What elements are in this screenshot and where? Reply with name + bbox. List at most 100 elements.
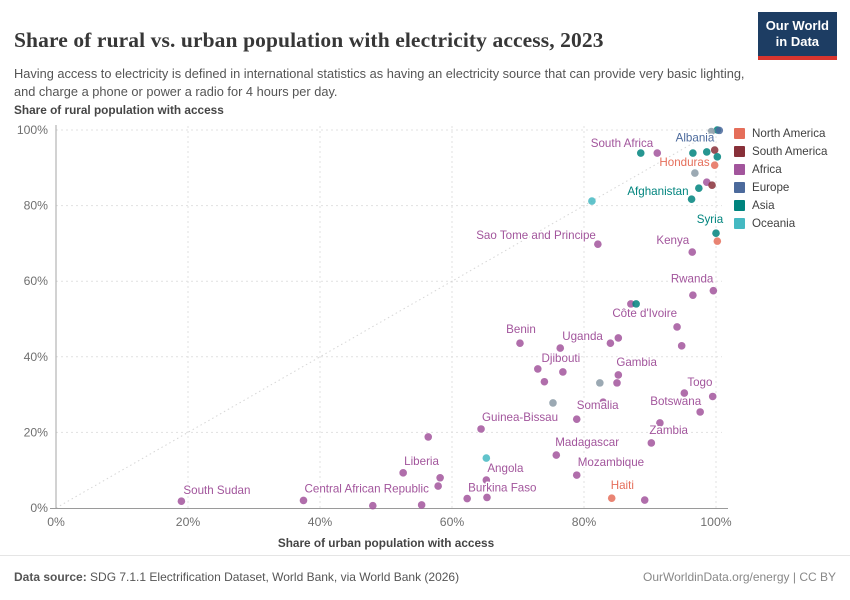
legend-item-europe[interactable]: Europe <box>734 181 827 194</box>
country-label: Haiti <box>611 479 634 492</box>
data-point[interactable] <box>689 149 697 157</box>
footer-link[interactable]: OurWorldinData.org/energy | CC BY <box>643 570 836 584</box>
data-point-djibouti[interactable] <box>559 368 567 376</box>
data-point-togo[interactable] <box>680 389 689 397</box>
data-point[interactable] <box>627 300 635 308</box>
country-label: Liberia <box>404 455 439 468</box>
data-point[interactable] <box>713 237 722 245</box>
data-point-mozambique[interactable] <box>572 471 581 479</box>
data-source: Data source: SDG 7.1.1 Electrification D… <box>14 570 459 584</box>
data-point[interactable] <box>507 465 516 473</box>
data-point-sao-tome-and-principe[interactable] <box>594 240 602 248</box>
data-point-guinea-bissau[interactable] <box>477 425 485 433</box>
footer: Data source: SDG 7.1.1 Electrification D… <box>0 555 850 600</box>
x-tick-label: 40% <box>308 515 333 529</box>
data-point[interactable] <box>599 398 607 406</box>
data-point-rwanda[interactable] <box>709 286 718 295</box>
data-point-botswana[interactable] <box>696 408 704 416</box>
data-point[interactable] <box>483 493 491 502</box>
data-point-albania[interactable] <box>715 126 724 135</box>
country-label: Mozambique <box>578 456 644 469</box>
data-point-zambia[interactable] <box>647 439 656 447</box>
data-point[interactable] <box>708 181 716 189</box>
data-point-afghanistan[interactable] <box>687 195 696 203</box>
data-point-syria[interactable] <box>712 229 720 237</box>
data-point[interactable] <box>632 300 640 308</box>
data-point[interactable] <box>606 339 615 347</box>
owid-logo-line1: Our World <box>765 18 829 33</box>
chart-subtitle: Having access to electricity is defined … <box>14 65 745 100</box>
data-point[interactable] <box>695 184 703 193</box>
y-axis-title: Share of rural population with access <box>14 103 224 117</box>
legend-label: Oceania <box>752 217 796 230</box>
data-point[interactable] <box>702 148 711 156</box>
country-label: Angola <box>487 462 524 475</box>
country-label: Central African Republic <box>305 482 430 495</box>
data-point[interactable] <box>677 342 686 350</box>
data-point-c-te-d-ivoire[interactable] <box>673 323 681 331</box>
legend-swatch <box>734 182 745 193</box>
legend-item-south-america[interactable]: South America <box>734 145 827 158</box>
y-tick-label: 0% <box>30 501 48 515</box>
data-point[interactable] <box>656 419 664 427</box>
data-point-central-african-republic[interactable] <box>299 496 308 505</box>
country-label: Zambia <box>649 424 688 437</box>
data-point[interactable] <box>369 501 377 510</box>
data-point[interactable] <box>596 379 604 387</box>
data-point[interactable] <box>534 365 542 373</box>
data-point[interactable] <box>482 454 491 462</box>
data-point[interactable] <box>424 433 433 441</box>
legend-item-oceania[interactable]: Oceania <box>734 217 827 230</box>
country-label: Togo <box>687 376 712 389</box>
data-point[interactable] <box>707 127 716 136</box>
data-point[interactable] <box>636 149 645 157</box>
legend-label: Asia <box>752 199 775 212</box>
country-label: Gambia <box>616 356 657 369</box>
data-point[interactable] <box>549 399 557 407</box>
data-point-madagascar[interactable] <box>552 451 561 459</box>
legend-swatch <box>734 218 745 229</box>
data-point-angola[interactable] <box>482 476 491 484</box>
data-point[interactable] <box>434 482 442 490</box>
legend-item-africa[interactable]: Africa <box>734 163 827 176</box>
data-point-somalia[interactable] <box>572 415 581 423</box>
data-point[interactable] <box>713 153 722 161</box>
data-point-south-africa[interactable] <box>653 149 662 157</box>
country-label: Madagascar <box>555 436 619 449</box>
data-point[interactable] <box>699 215 707 223</box>
country-label: Honduras <box>659 156 709 169</box>
data-point[interactable] <box>614 334 623 342</box>
data-point[interactable] <box>691 169 699 177</box>
data-point-kenya[interactable] <box>688 248 697 256</box>
country-label: South Sudan <box>183 484 250 497</box>
data-point[interactable] <box>417 501 426 509</box>
y-tick-label: 80% <box>24 199 49 213</box>
legend-item-asia[interactable]: Asia <box>734 199 827 212</box>
data-point-south-sudan[interactable] <box>177 497 186 505</box>
data-point[interactable] <box>436 473 444 482</box>
data-point-gambia[interactable] <box>614 371 623 379</box>
country-label: Somalia <box>577 399 619 412</box>
legend-item-north-america[interactable]: North America <box>734 127 827 140</box>
legend-swatch <box>734 164 745 175</box>
legend: North America South America Africa Europe As… <box>734 127 827 235</box>
data-point-uganda[interactable] <box>556 344 565 352</box>
legend-label: South America <box>752 145 828 158</box>
data-point[interactable] <box>540 377 549 386</box>
country-label: Benin <box>506 323 536 336</box>
data-point[interactable] <box>640 496 649 504</box>
data-point[interactable] <box>588 197 596 205</box>
data-point[interactable] <box>613 379 621 387</box>
data-point[interactable] <box>689 291 697 299</box>
data-point-liberia[interactable] <box>399 469 407 477</box>
data-point-haiti[interactable] <box>607 494 616 502</box>
parity-line <box>55 129 717 509</box>
data-point[interactable] <box>710 146 719 154</box>
data-point-benin[interactable] <box>516 339 524 347</box>
data-point-honduras[interactable] <box>710 161 719 169</box>
data-point[interactable] <box>708 392 717 401</box>
data-point-burkina-faso[interactable] <box>463 494 471 503</box>
country-label: Albania <box>676 131 715 144</box>
country-label: Burkina Faso <box>468 482 536 495</box>
